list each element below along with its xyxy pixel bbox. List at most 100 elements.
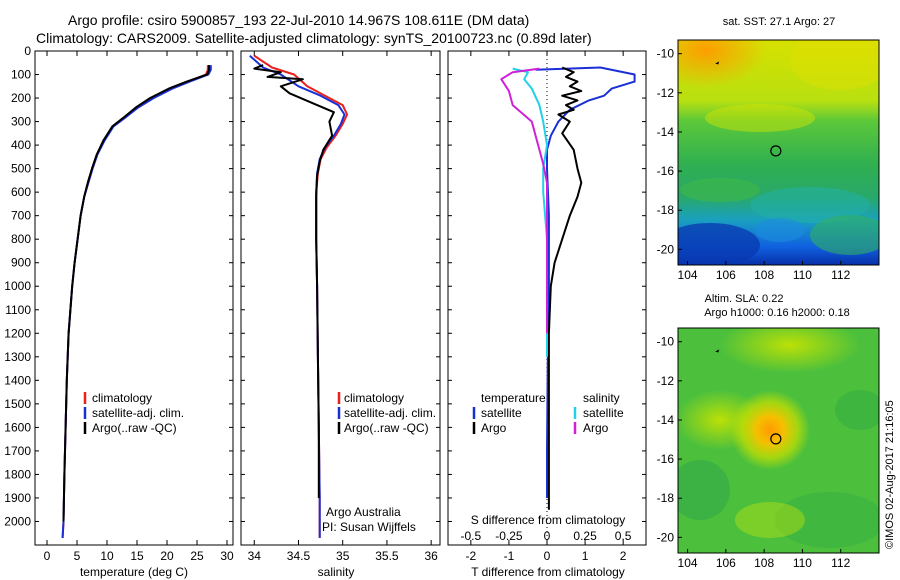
- copyright-vertical: ©IMOS 02-Aug-2017 21:16:05: [884, 400, 896, 549]
- y-tick-label: 0: [24, 44, 31, 58]
- sla-map-frame: [677, 327, 880, 554]
- map-y-tick-label: -10: [657, 47, 675, 61]
- difference-legend: temperature satellite Argo salinity sate…: [472, 391, 624, 435]
- map-y-tick-label: -16: [657, 164, 675, 178]
- s-tick-label: 0.5: [615, 529, 632, 543]
- y-tick-label: 600: [11, 185, 31, 199]
- x-tick-label: 0: [544, 549, 551, 563]
- x-tick-label: 35.5: [375, 549, 399, 563]
- x-tick-label: 30: [220, 549, 234, 563]
- argo-location-marker: [770, 433, 782, 445]
- y-tick-label: 1900: [4, 491, 31, 505]
- series-line-climatology: [61, 65, 209, 538]
- map-x-tick-label: 112: [831, 556, 850, 570]
- map-x-tick-label: 104: [678, 268, 698, 282]
- s-tick-label: -0.5: [461, 529, 482, 543]
- legend-label-temp-satellite: satellite: [481, 406, 522, 420]
- salinity-legend: climatology satellite-adj. clim. Argo(..…: [337, 391, 436, 435]
- s-tick-label: 0.25: [573, 529, 597, 543]
- map-x-tick-label: 106: [716, 556, 736, 570]
- temperature-legend: climatology satellite-adj. clim. Argo(..…: [83, 391, 184, 435]
- sla-map-title-line-1: Altim. SLA: 0.22: [705, 293, 784, 305]
- sst-map-title: sat. SST: 27.1 Argo: 27: [723, 16, 836, 28]
- series-line-salinity-argo: [500, 67, 548, 334]
- sst-map-axes: 104 106 108 110 112 -10 -12 -14 -16 -18 -20: [657, 47, 851, 282]
- y-tick-label: 400: [11, 138, 31, 152]
- map-x-tick-label: 110: [793, 556, 812, 570]
- x-tick-label: 35: [336, 549, 350, 563]
- small-island-marker: [715, 349, 720, 353]
- s-tick-label: -0.25: [495, 529, 523, 543]
- legend-label-sal-argo: Argo: [583, 421, 609, 435]
- temperature-xlabel: temperature (deg C): [80, 565, 188, 579]
- legend-label-climatology: climatology: [344, 391, 404, 405]
- credit-line-1: Argo Australia: [326, 505, 401, 519]
- legend-label-satellite-adj: satellite-adj. clim.: [344, 406, 436, 420]
- x-tick-label: -1: [504, 549, 515, 563]
- x-tick-label: 36: [424, 549, 438, 563]
- series-line-argo-raw-qc-: [62, 65, 210, 522]
- map-y-tick-label: -18: [657, 203, 675, 217]
- map-x-tick-label: 110: [793, 268, 812, 282]
- series-line-argo-raw-qc-: [253, 64, 335, 498]
- credit-line-2: PI: Susan Wijffels: [322, 520, 416, 534]
- x-tick-label: 25: [190, 549, 204, 563]
- y-tick-label: 1100: [5, 303, 31, 317]
- map-x-tick-label: 106: [716, 268, 736, 282]
- legend-label-argo: Argo(..raw -QC): [92, 421, 177, 435]
- map-y-tick-label: -14: [657, 125, 675, 139]
- map-y-tick-label: -10: [657, 335, 675, 349]
- argo-location-marker: [770, 145, 782, 157]
- x-tick-label: 15: [130, 549, 144, 563]
- small-island-marker: [715, 61, 720, 65]
- y-tick-label: 1700: [4, 444, 31, 458]
- salinity-axes: 34 34.5 35 35.5 36: [241, 50, 440, 563]
- x-tick-label: 34.5: [287, 549, 311, 563]
- y-tick-label: 500: [11, 162, 31, 176]
- map-y-tick-label: -20: [657, 530, 675, 544]
- y-tick-label: 1200: [4, 326, 31, 340]
- sst-map-frame: [677, 39, 880, 266]
- y-tick-label: 1800: [4, 467, 31, 481]
- legend-label-sal-satellite: satellite: [583, 406, 624, 420]
- figure-title-line-1: Argo profile: csiro 5900857_193 22-Jul-2…: [68, 12, 529, 28]
- x-tick-label: 10: [100, 549, 114, 563]
- y-tick-label: 300: [11, 115, 31, 129]
- series-line-satellite-adj-clim-: [61, 65, 212, 538]
- salinity-panel-frame: [240, 50, 441, 546]
- map-x-tick-label: 104: [678, 556, 698, 570]
- legend-title-salinity: salinity: [583, 391, 620, 405]
- x-tick-label: 1: [582, 549, 589, 563]
- y-tick-label: 900: [11, 256, 31, 270]
- legend-label-satellite-adj: satellite-adj. clim.: [92, 406, 184, 420]
- map-x-tick-label: 108: [754, 268, 774, 282]
- series-line-temperature-argo: [547, 66, 583, 510]
- legend-label-climatology: climatology: [92, 391, 152, 405]
- y-tick-label: 2000: [4, 514, 31, 528]
- salinity-xlabel: salinity: [318, 565, 355, 579]
- map-y-tick-label: -20: [657, 242, 675, 256]
- sst-heatmap: [678, 40, 879, 265]
- series-line-climatology: [253, 54, 349, 538]
- legend-label-argo: Argo(..raw -QC): [344, 421, 429, 435]
- y-tick-label: 1400: [4, 373, 31, 387]
- y-tick-label: 800: [11, 232, 31, 246]
- y-tick-label: 1000: [4, 279, 31, 293]
- map-y-tick-label: -12: [657, 374, 675, 388]
- x-tick-label: 34: [248, 549, 262, 563]
- series-line-salinity-satellite: [512, 67, 548, 357]
- x-tick-label: 5: [74, 549, 81, 563]
- x-tick-label: 0: [44, 549, 51, 563]
- y-tick-label: 100: [11, 68, 31, 82]
- y-tick-label: 200: [11, 91, 31, 105]
- map-x-tick-label: 108: [754, 556, 774, 570]
- x-tick-label: 2: [620, 549, 627, 563]
- temperature-panel-frame: [34, 50, 234, 546]
- legend-label-temp-argo: Argo: [481, 421, 507, 435]
- x-tick-label: -2: [466, 549, 477, 563]
- sla-map-axes: 104 106 108 110 112 -10 -12 -14 -16 -18 -20: [657, 335, 851, 570]
- figure-title-line-2: Climatology: CARS2009. Satellite-adjuste…: [36, 30, 592, 46]
- sla-heatmap: [678, 328, 879, 553]
